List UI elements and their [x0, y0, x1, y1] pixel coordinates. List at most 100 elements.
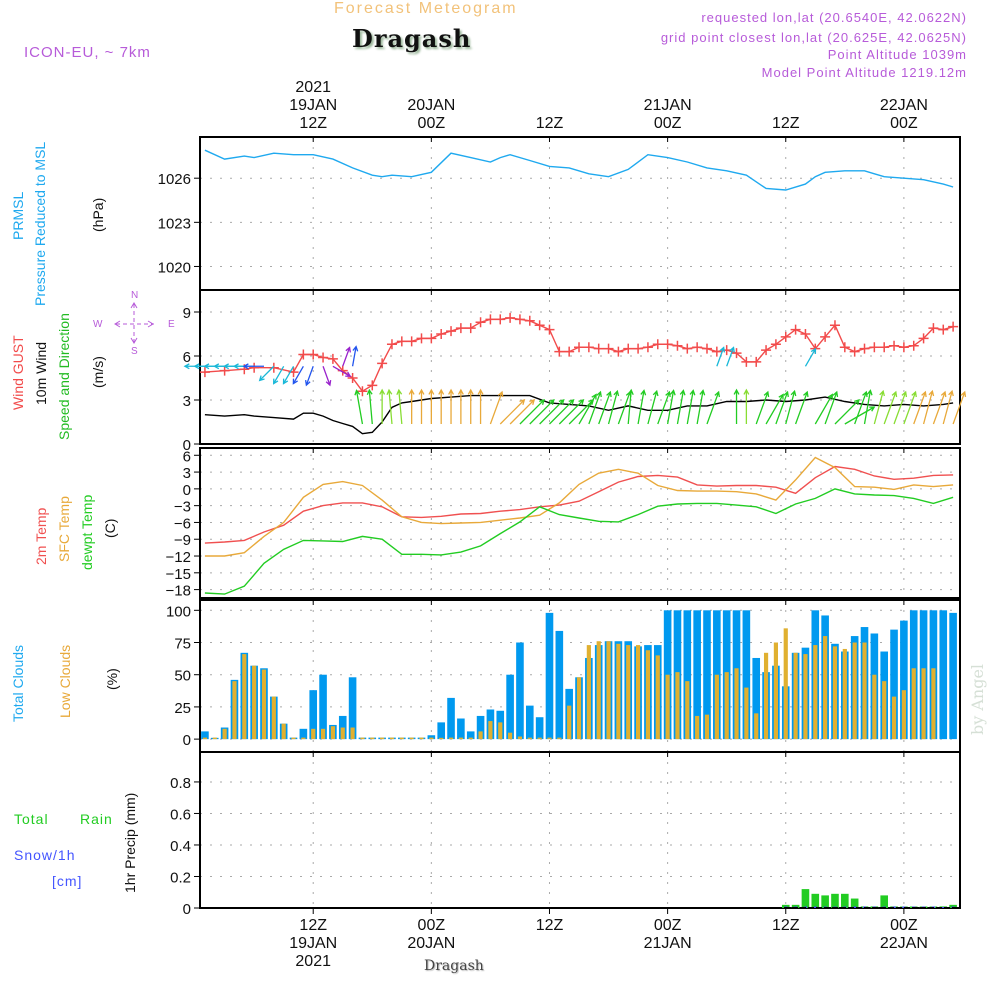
wind-arrow — [578, 393, 597, 425]
gust-marker — [308, 349, 319, 360]
requested-coords: requested lon,lat (20.6540E, 42.0622N) — [701, 10, 967, 25]
gust-marker — [357, 386, 368, 397]
y-tick-label: −9 — [174, 532, 191, 549]
total-cloud-bar — [703, 610, 711, 740]
y-tick-label: 0 — [183, 482, 191, 499]
low-cloud-bar — [783, 628, 788, 740]
total-cloud-bar — [752, 657, 761, 740]
total-cloud-bar — [348, 677, 357, 740]
gust-marker — [928, 323, 939, 334]
wind-arrow — [386, 388, 393, 425]
y-tick-label: 50 — [174, 668, 191, 685]
low-cloud-bar — [340, 727, 345, 740]
y-tick-label: 0.2 — [170, 869, 191, 886]
low-cloud-bar — [517, 736, 523, 740]
low-cloud-bar — [242, 654, 247, 740]
total-cloud-bar — [506, 674, 514, 740]
2m-temp-line — [204, 465, 954, 544]
wind-arrow — [598, 390, 612, 425]
model-label: ICON-EU, ~ 7km — [24, 44, 151, 61]
gust-marker — [377, 358, 388, 369]
gust-marker — [367, 380, 378, 391]
total-cloud-bar — [535, 717, 544, 740]
wind-arrow — [351, 345, 359, 367]
total-cloud-bar — [437, 722, 445, 740]
low-cloud-bar — [891, 696, 897, 740]
gust-marker — [318, 352, 329, 363]
gust-marker — [741, 356, 752, 367]
total-cloud-bar — [516, 642, 524, 740]
low-cloud-bar — [380, 737, 385, 740]
total-cloud-bar — [693, 610, 701, 740]
compass-w: W — [93, 319, 103, 330]
y-tick-label: 1020 — [158, 259, 191, 276]
y-tick-label: 0 — [183, 901, 191, 918]
bottom-time-label: 2021 — [295, 953, 331, 970]
wind-arrow — [666, 389, 676, 425]
rain-bar — [821, 895, 829, 908]
wind-arrow — [519, 398, 545, 425]
y-tick-label: 9 — [183, 305, 191, 322]
low-cloud-bar — [823, 636, 828, 740]
top-time-label: 12Z — [772, 115, 800, 132]
gust-marker — [465, 323, 476, 334]
wind-arrow — [824, 390, 839, 425]
gust-marker — [948, 321, 959, 332]
gust-marker — [268, 362, 279, 373]
low-cloud-bar — [576, 677, 582, 740]
low-cloud-bar — [734, 668, 739, 740]
snow-bar — [902, 906, 906, 908]
low-cloud-bar — [793, 652, 798, 740]
low-cloud-bar — [468, 737, 473, 740]
y-tick-label: 6 — [183, 349, 191, 366]
wind-arrow — [743, 388, 750, 424]
compass-s: S — [131, 346, 138, 357]
wind-arrow — [873, 389, 885, 425]
gust-marker — [790, 324, 801, 335]
low-cloud-bar — [773, 642, 778, 740]
y-tick-label: 25 — [174, 700, 191, 717]
low-cloud-bar — [478, 731, 483, 740]
gust-marker — [820, 331, 831, 342]
low-cloud-bar — [547, 737, 552, 740]
y-tick-label: 75 — [174, 636, 191, 653]
gust-marker — [475, 317, 486, 328]
gust-marker — [780, 331, 791, 342]
low-cloud-bar — [813, 645, 818, 740]
gust-marker — [249, 362, 260, 373]
panel-frame — [199, 447, 961, 599]
low-cloud-bar — [724, 672, 729, 740]
low-cloud-bar — [212, 737, 217, 740]
total-cloud-bar — [201, 731, 209, 740]
wind-arrow — [342, 346, 351, 367]
rain-bar — [850, 898, 859, 908]
bottom-time-label: 00Z — [418, 917, 446, 934]
wind-arrow — [242, 363, 264, 370]
low-cloud-bar — [832, 646, 838, 740]
gust-marker — [514, 314, 525, 325]
gust-marker — [298, 349, 309, 360]
wind-arrow — [408, 388, 415, 424]
gust-marker — [219, 365, 230, 376]
wind-arrow — [549, 398, 575, 425]
top-time-label: 12Z — [299, 115, 327, 132]
low-cloud-bar — [931, 668, 936, 740]
wind-arrow — [834, 398, 860, 425]
bottom-time-label: 12Z — [299, 917, 327, 934]
gust-marker — [593, 343, 604, 354]
y-tick-label: 0.4 — [170, 838, 191, 855]
bottom-time-label: 00Z — [890, 917, 918, 934]
gust-marker — [761, 345, 772, 356]
rain-bar — [781, 904, 790, 908]
gust-marker — [652, 339, 663, 350]
low-cloud-bar — [685, 681, 690, 740]
gust-marker — [574, 342, 585, 353]
wind-arrow — [854, 390, 868, 425]
bottom-time-label: 12Z — [536, 917, 564, 934]
low-cloud-bar — [232, 681, 237, 740]
wind-arrow — [354, 389, 364, 425]
low-cloud-bar — [350, 727, 355, 740]
gust-marker — [386, 339, 397, 350]
gust-marker — [426, 333, 437, 344]
